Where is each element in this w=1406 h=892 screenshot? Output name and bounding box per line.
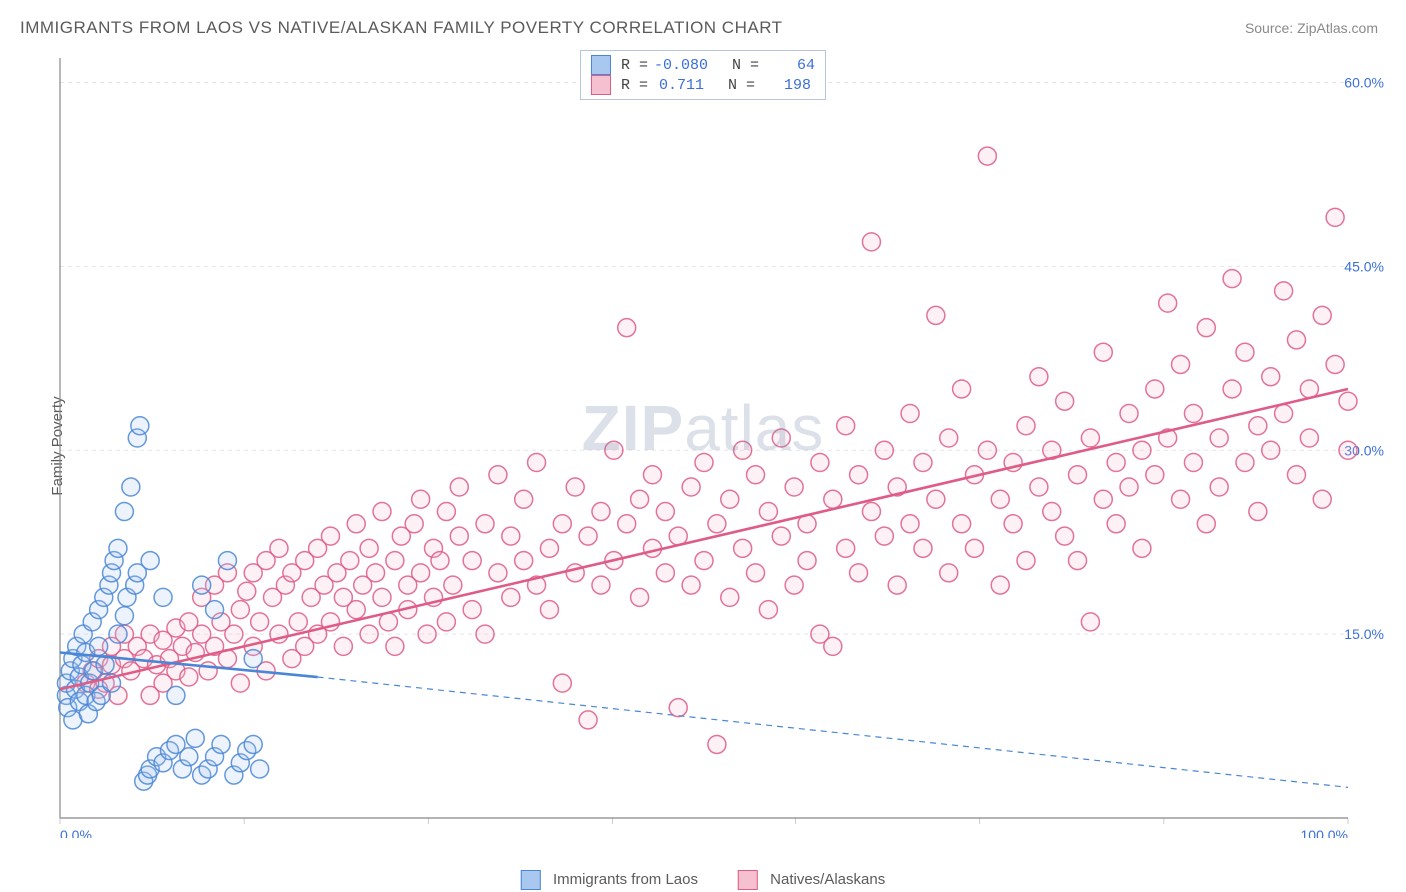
legend-item-native: Natives/Alaskans	[738, 870, 885, 890]
swatch-native-icon	[738, 870, 758, 890]
chart-title: IMMIGRANTS FROM LAOS VS NATIVE/ALASKAN F…	[20, 18, 783, 38]
scatter-chart: 15.0%30.0%45.0%60.0%0.0%100.0%	[48, 48, 1388, 838]
series-legend: Immigrants from Laos Natives/Alaskans	[521, 870, 885, 890]
chart-container: IMMIGRANTS FROM LAOS VS NATIVE/ALASKAN F…	[0, 0, 1406, 892]
source-label: Source: ZipAtlas.com	[1245, 20, 1378, 36]
legend-item-laos: Immigrants from Laos	[521, 870, 698, 890]
stats-row-laos: R = -0.080 N = 64	[591, 55, 815, 75]
stats-row-native: R = 0.711 N = 198	[591, 75, 815, 95]
swatch-native	[591, 75, 611, 95]
stats-legend: R = -0.080 N = 64 R = 0.711 N = 198	[580, 50, 826, 100]
swatch-laos	[591, 55, 611, 75]
swatch-laos-icon	[521, 870, 541, 890]
plot-area: 15.0%30.0%45.0%60.0%0.0%100.0%	[48, 48, 1388, 838]
svg-text:100.0%: 100.0%	[1301, 827, 1348, 838]
svg-text:45.0%: 45.0%	[1344, 258, 1384, 274]
svg-text:15.0%: 15.0%	[1344, 626, 1384, 642]
svg-text:0.0%: 0.0%	[60, 827, 92, 838]
svg-text:60.0%: 60.0%	[1344, 75, 1384, 91]
